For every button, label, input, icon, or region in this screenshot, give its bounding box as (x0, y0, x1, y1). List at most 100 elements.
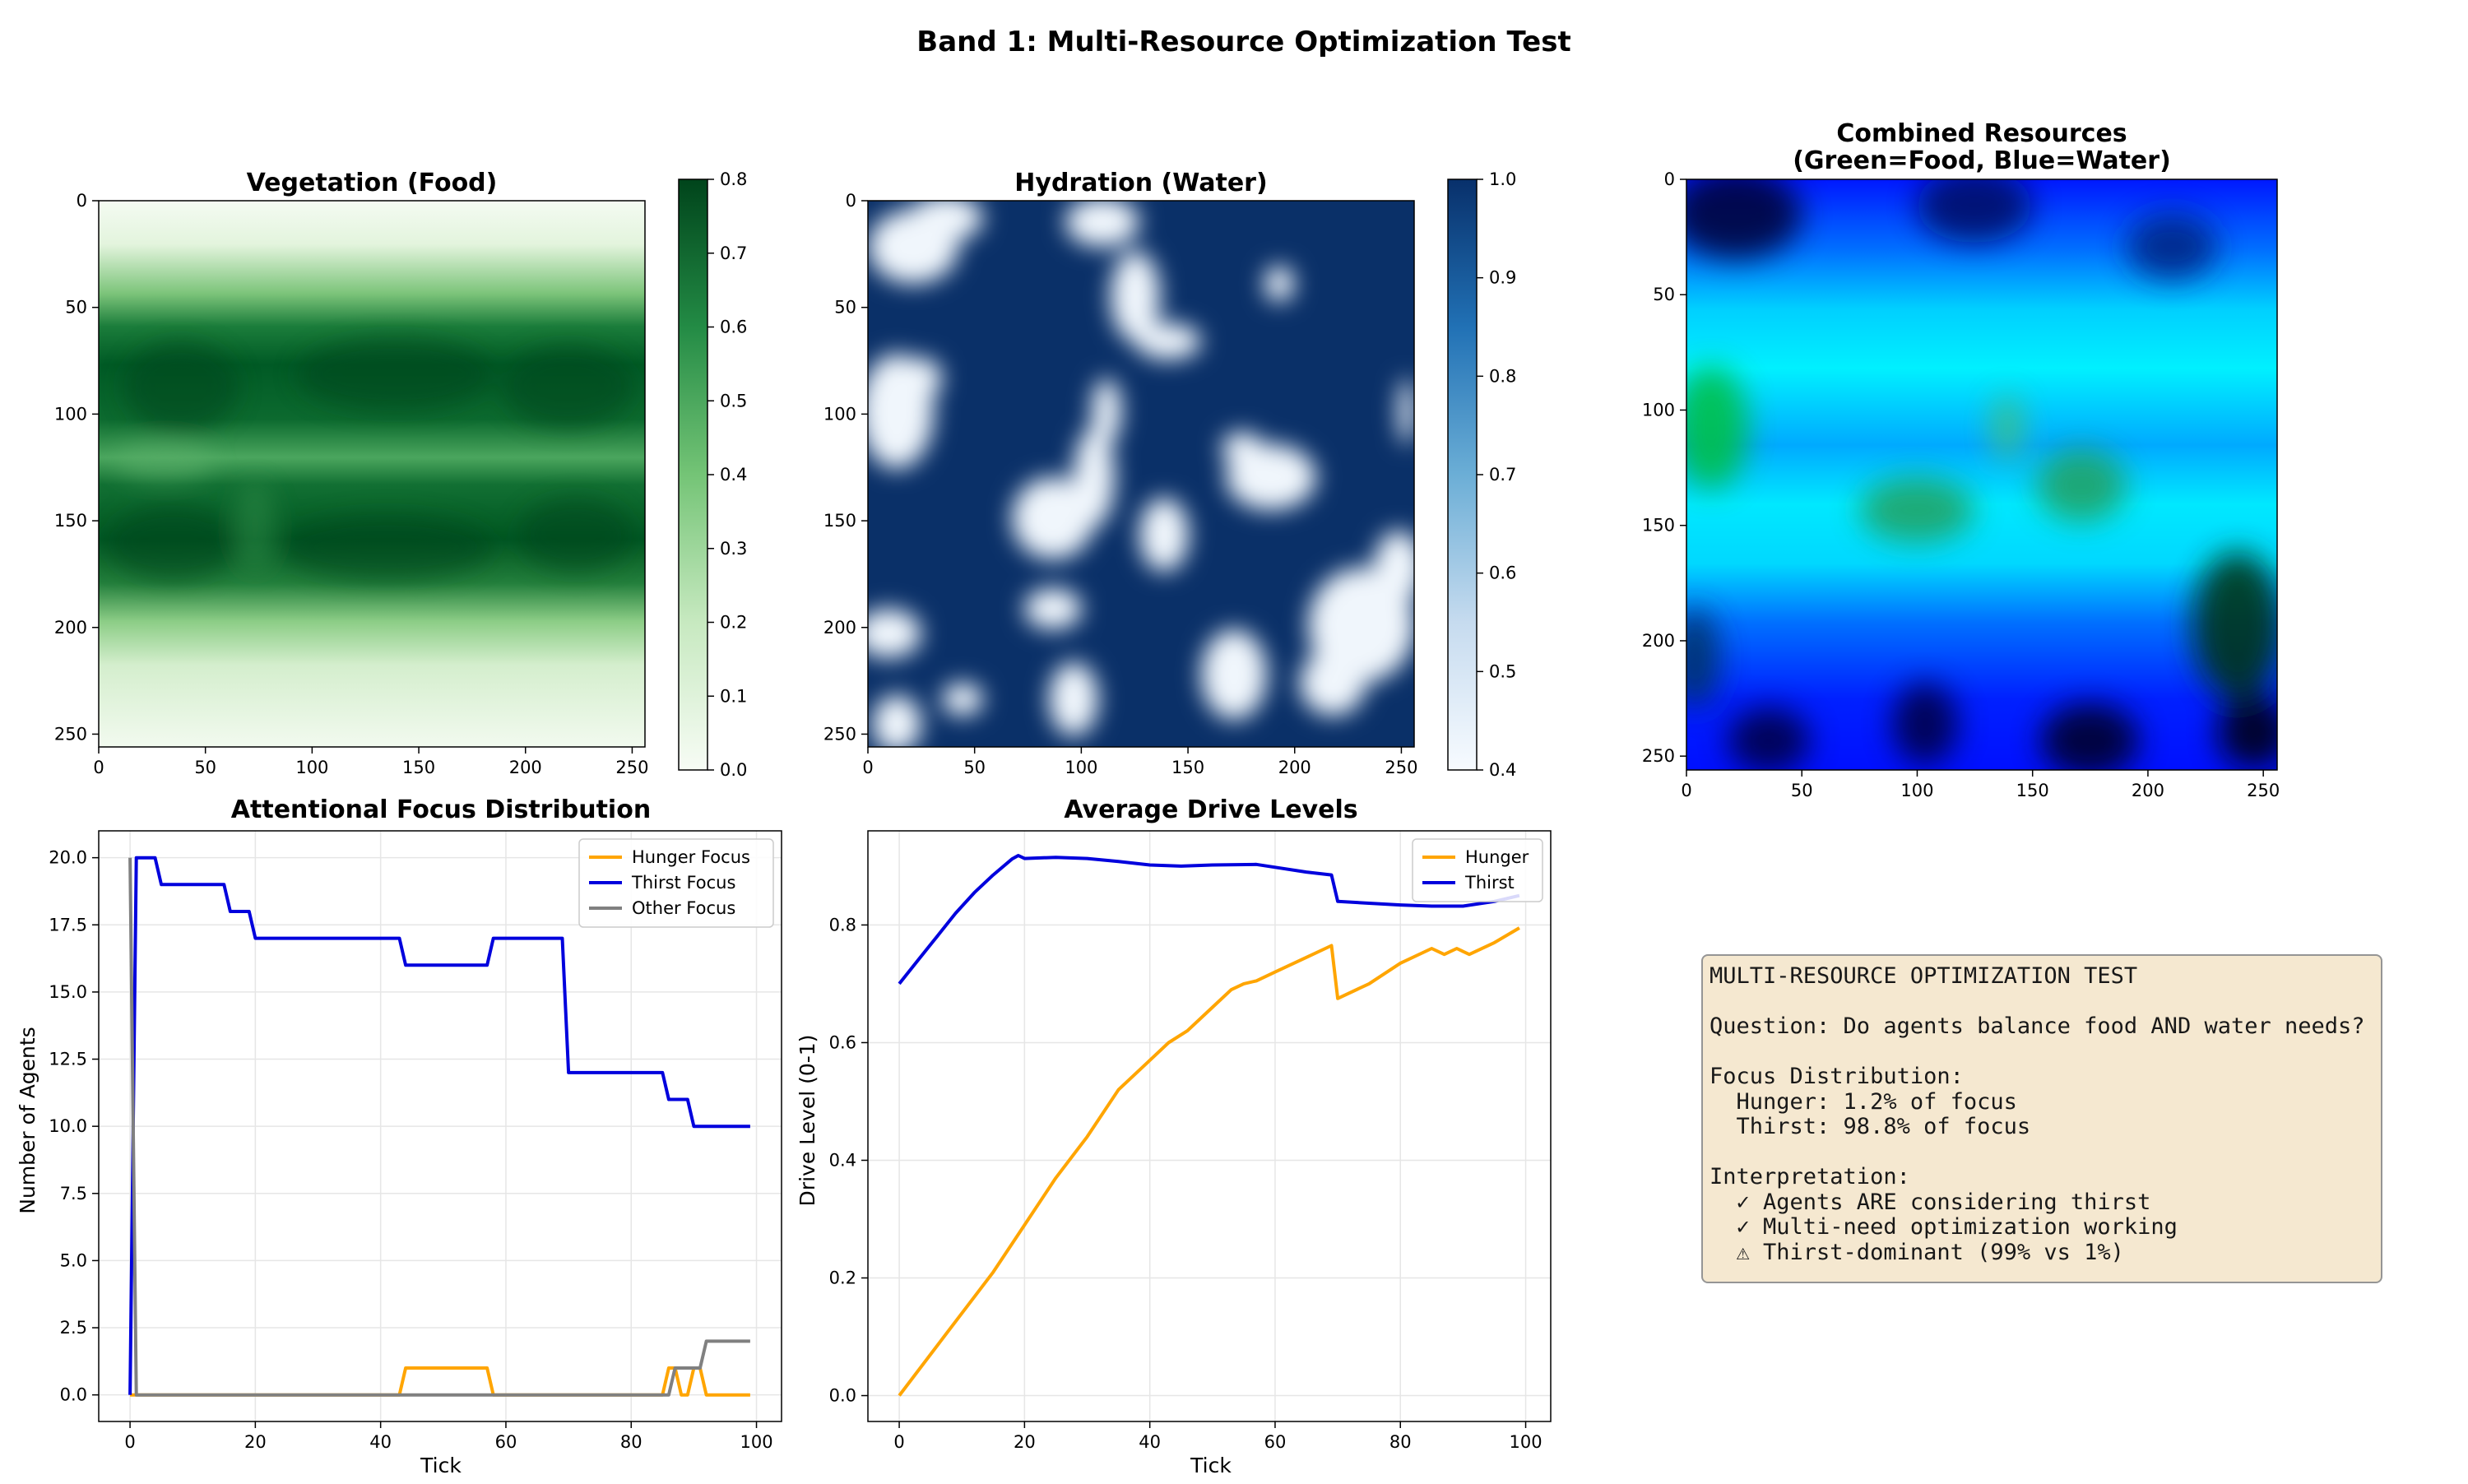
colorbar-tick-label: 0.2 (720, 613, 747, 633)
x-tick-label: 50 (963, 758, 986, 777)
colorbar-tick-label: 0.3 (720, 539, 747, 559)
colorbar-tick-label: 0.8 (1489, 366, 1516, 386)
colorbar-tick-label: 0.7 (720, 243, 747, 263)
y-tick-label: 2.5 (60, 1318, 87, 1338)
y-tick-label: 20.0 (49, 848, 87, 868)
x-tick-label: 100 (295, 758, 328, 777)
x-tick-label: 100 (1509, 1432, 1542, 1452)
hydration-colorbar: 0.4 0.5 0.6 0.7 0.8 0.9 1.0 (1447, 169, 1516, 780)
hydration-title: Hydration (Water) (1014, 169, 1267, 197)
colorbar-tick-label: 1.0 (1489, 169, 1516, 189)
x-tick-label: 250 (2247, 781, 2280, 800)
y-tick-label: 50 (65, 298, 87, 318)
y-tick-label: 50 (1653, 285, 1675, 304)
y-tick-label: 7.5 (60, 1184, 87, 1203)
drives-title: Average Drive Levels (1064, 795, 1357, 824)
y-tick-label: 250 (54, 724, 87, 744)
series-line-other-focus (128, 857, 750, 1397)
y-tick-label: 0 (846, 191, 856, 211)
x-tick-label: 0 (893, 1432, 904, 1452)
drives-line-chart: 0 20 40 60 80 100 0.0 0.2 0.4 0.6 0.8 Hunger Thirst (829, 830, 1552, 1452)
info-line: ⚠ Thirst-dominant (99% vs 1%) (1710, 1239, 2124, 1265)
y-tick-label: 200 (1642, 631, 1675, 651)
x-tick-label: 50 (1791, 781, 1813, 800)
y-tick-label: 5.0 (60, 1250, 87, 1270)
vegetation-heatmap: 0 50 100 150 200 250 0 50 100 150 200 250 (54, 191, 649, 777)
y-tick-label: 0 (77, 191, 87, 211)
x-tick-label: 100 (1900, 781, 1933, 800)
colorbar-tick-label: 0.0 (720, 760, 747, 780)
legend-box (578, 838, 774, 928)
drives-xlabel: Tick (1190, 1454, 1232, 1477)
info-line: Question: Do agents balance food AND wat… (1710, 1013, 2365, 1039)
colorbar-tick-label: 0.4 (1489, 760, 1516, 780)
combined-heatmap: 0 50 100 150 200 250 0 50 100 150 200 250 (1642, 169, 2280, 800)
info-line (1710, 990, 2374, 1015)
x-tick-label: 150 (1171, 758, 1204, 777)
x-tick-label: 60 (1264, 1432, 1287, 1452)
x-tick-label: 100 (1065, 758, 1097, 777)
colorbar-tick-label: 0.7 (1489, 465, 1516, 485)
info-line (1710, 1140, 2374, 1166)
y-tick-label: 10.0 (49, 1116, 87, 1136)
y-tick-label: 0.4 (829, 1150, 856, 1170)
y-tick-label: 17.5 (49, 915, 87, 934)
y-tick-label: 0.2 (829, 1268, 856, 1288)
x-tick-label: 150 (2016, 781, 2049, 800)
series-line-thirst-focus (128, 856, 750, 1395)
x-tick-label: 50 (194, 758, 216, 777)
legend-label: Hunger (1465, 847, 1529, 867)
x-tick-label: 80 (1389, 1432, 1412, 1452)
x-tick-label: 0 (124, 1432, 135, 1452)
info-text-box: MULTI-RESOURCE OPTIMIZATION TEST Questio… (1701, 954, 2382, 1283)
y-tick-label: 200 (823, 618, 856, 638)
y-tick-label: 0.6 (829, 1032, 856, 1052)
y-tick-label: 100 (823, 404, 856, 424)
info-line: Thirst: 98.8% of focus (1710, 1114, 2031, 1139)
colorbar-tick-label: 0.6 (720, 318, 747, 337)
x-tick-label: 40 (1139, 1432, 1161, 1452)
legend-box (1412, 838, 1543, 902)
y-tick-label: 100 (54, 404, 87, 424)
colorbar-tick-label: 0.8 (720, 169, 747, 189)
x-tick-label: 60 (495, 1432, 517, 1452)
y-tick-label: 200 (54, 618, 87, 638)
x-tick-label: 80 (620, 1432, 643, 1452)
legend-label: Thirst (1464, 873, 1515, 893)
y-tick-label: 250 (823, 724, 856, 744)
x-tick-label: 150 (402, 758, 435, 777)
combined-title-line2: (Green=Food, Blue=Water) (1793, 146, 2171, 175)
legend-label: Thirst Focus (631, 873, 735, 893)
x-tick-label: 40 (369, 1432, 392, 1452)
legend-label: Other Focus (632, 898, 735, 918)
colorbar-tick-label: 0.5 (1489, 661, 1516, 681)
x-tick-label: 100 (740, 1432, 772, 1452)
colorbar-tick-label: 0.6 (1489, 563, 1516, 583)
vegetation-title: Vegetation (Food) (247, 169, 498, 197)
plot-frame (867, 830, 1552, 1422)
colorbar-tick-label: 0.1 (720, 686, 747, 706)
drives-ylabel: Drive Level (0-1) (796, 1035, 819, 1207)
focus-ylabel: Number of Agents (16, 1027, 39, 1213)
y-tick-label: 150 (54, 511, 87, 531)
x-tick-label: 20 (244, 1432, 267, 1452)
colorbar-tick-label: 0.5 (720, 391, 747, 410)
x-tick-label: 200 (509, 758, 542, 777)
y-tick-label: 0.8 (829, 915, 856, 934)
info-line (1710, 1040, 2374, 1065)
y-tick-label: 12.5 (49, 1050, 87, 1069)
y-tick-label: 250 (1642, 746, 1675, 766)
y-tick-label: 0 (1664, 169, 1675, 189)
y-tick-label: 0.0 (60, 1385, 87, 1405)
hydration-heatmap: 0 50 100 150 200 250 0 50 100 150 200 250 (823, 191, 1418, 777)
y-tick-label: 15.0 (49, 982, 87, 1002)
figure-suptitle: Band 1: Multi-Resource Optimization Test (916, 26, 1570, 58)
x-tick-label: 0 (93, 758, 104, 777)
y-tick-label: 150 (823, 511, 856, 531)
x-tick-label: 250 (615, 758, 648, 777)
info-line: Interpretation: (1710, 1164, 1910, 1190)
info-line: MULTI-RESOURCE OPTIMIZATION TEST (1710, 963, 2138, 989)
plot-area (868, 831, 1551, 1421)
info-line: Hunger: 1.2% of focus (1710, 1088, 2017, 1115)
